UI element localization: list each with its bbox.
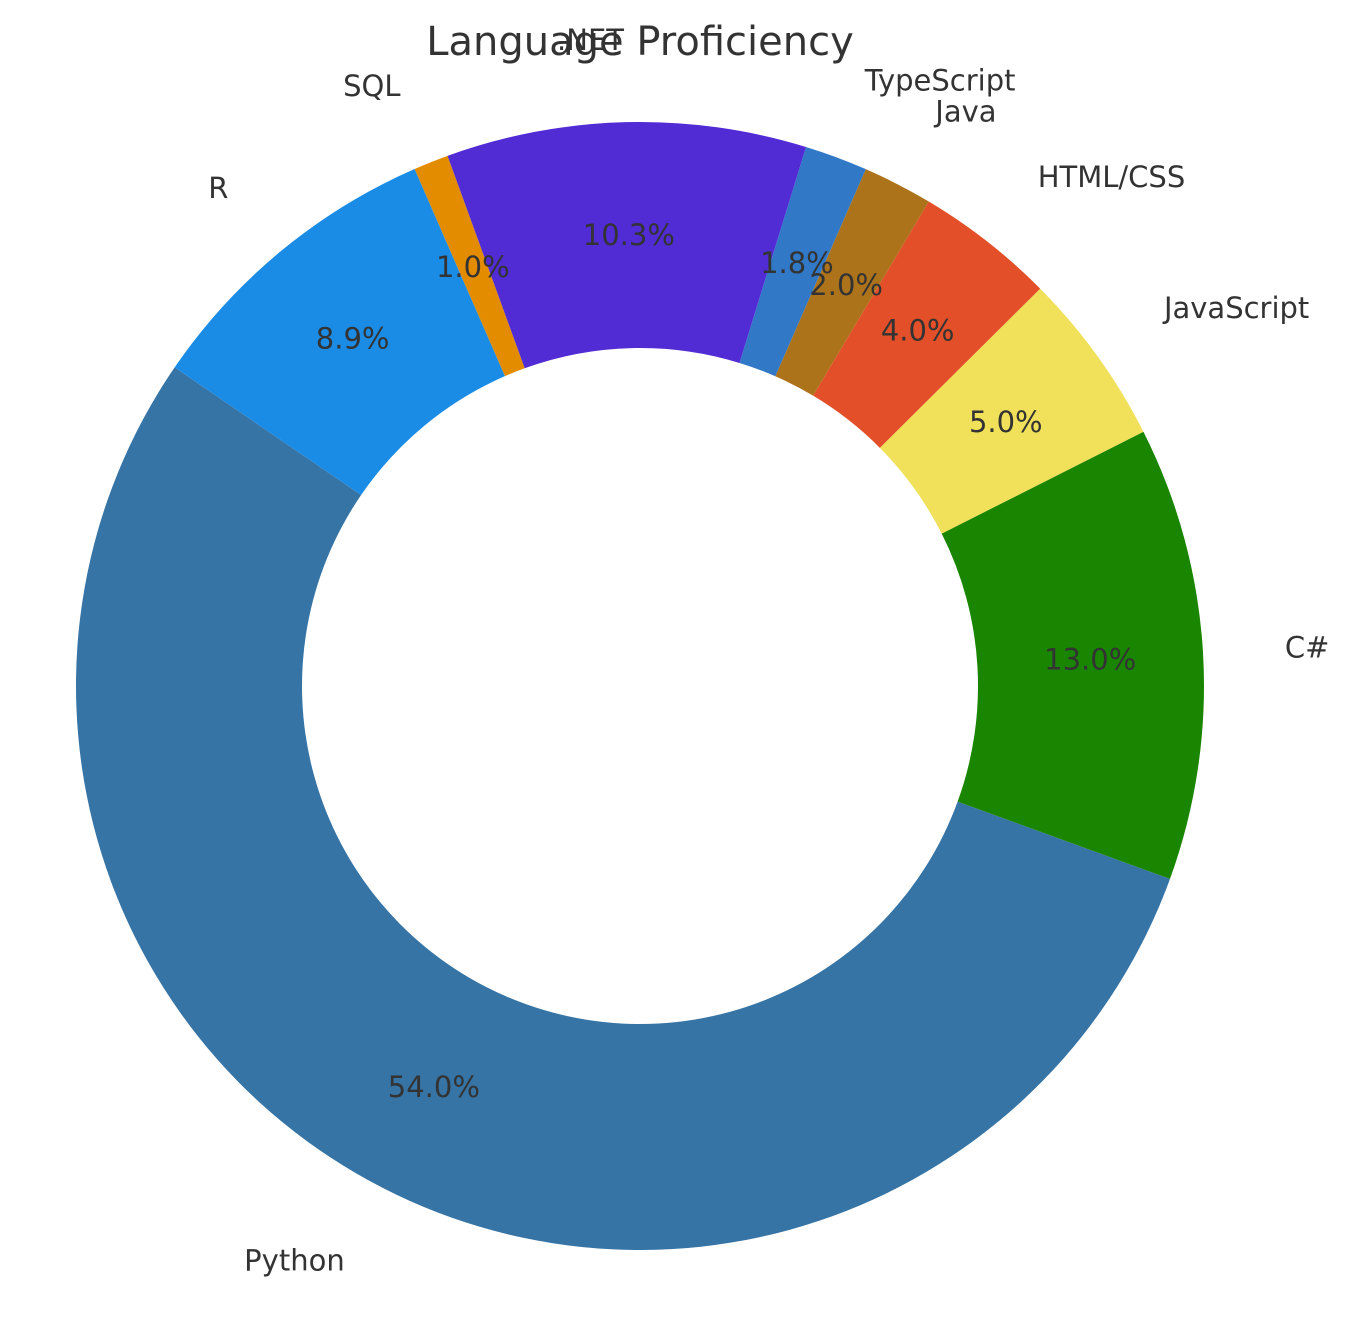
slice-java xyxy=(775,169,929,396)
category-label-java: Java xyxy=(933,94,996,128)
category-label-javascript: JavaScript xyxy=(1162,291,1309,325)
percent-label-html-css: 4.0% xyxy=(881,314,955,348)
percent-label-c: 13.0% xyxy=(1044,642,1136,676)
slice-html-css xyxy=(813,201,1041,448)
slice-r xyxy=(174,169,505,496)
slice-javascript xyxy=(879,288,1144,534)
percent-label-sql: 1.0% xyxy=(436,250,510,284)
percent-label-net: 10.3% xyxy=(583,218,675,252)
category-labels-group: Python C# JavaScript HTML/CSS JavaTypeScript… xyxy=(208,23,1329,1277)
category-label-python: Python xyxy=(244,1244,345,1278)
percent-labels-group: 54.0% 13.0% 5.0% 4.0% 2.0%1.8% 10.3% 1.0% 8.9% xyxy=(316,218,1136,1104)
chart-title: Language Proficiency xyxy=(426,19,854,65)
category-label-html-css: HTML/CSS xyxy=(1038,160,1186,194)
category-label-r: R xyxy=(208,171,228,205)
category-label-typescript: TypeScript xyxy=(864,63,1016,97)
slice-typescript xyxy=(739,146,866,377)
category-label-c: C# xyxy=(1285,631,1330,665)
slice-python xyxy=(76,367,1170,1250)
category-label-sql: SQL xyxy=(343,69,400,103)
percent-label-r: 8.9% xyxy=(316,321,390,355)
category-label-net: .NET xyxy=(557,23,624,57)
slices-group xyxy=(76,122,1204,1250)
percent-label-javascript: 5.0% xyxy=(969,405,1043,439)
slice-sql xyxy=(414,155,525,377)
percent-label-typescript: 1.8% xyxy=(760,246,834,280)
slice-net xyxy=(447,122,807,369)
percent-label-java: 2.0% xyxy=(809,268,883,302)
slice-c xyxy=(941,431,1204,879)
percent-label-python: 54.0% xyxy=(388,1070,480,1104)
